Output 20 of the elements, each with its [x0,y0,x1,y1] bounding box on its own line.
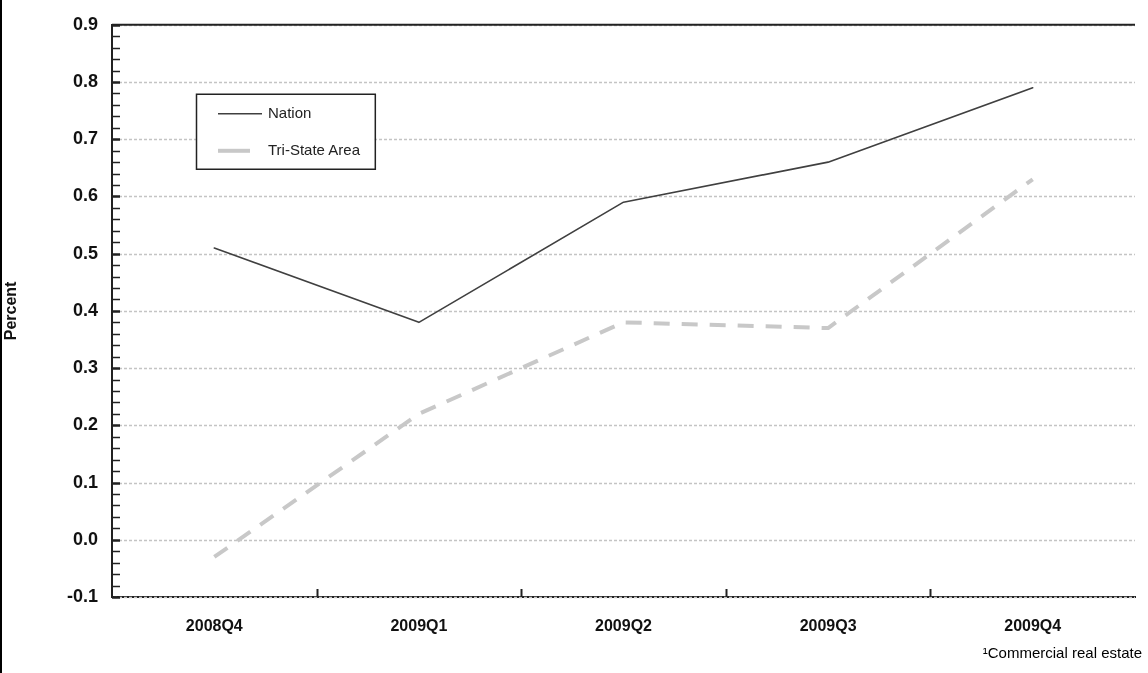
x-tick-label: 2009Q3 [799,617,857,635]
y-tick-label: 0.0 [72,528,98,549]
legend-label: Tri-State Area [268,140,361,158]
y-tick-label: 0.5 [72,242,98,263]
text: ¹Commercial real estate [982,644,1142,661]
x-tick-label: 2009Q4 [1004,617,1062,635]
y-tick-label: -0.1 [66,585,98,606]
y-axis-title: Percent [2,280,20,341]
legend-label: Nation [268,103,312,121]
y-tick-label: 0.8 [72,70,98,91]
y-tick-label: 0.6 [72,185,98,206]
y-tick-label: 0.3 [72,357,98,378]
x-tick-label: 2009Q1 [390,617,448,635]
y-tick-label: 0.1 [72,471,98,492]
y-tick-label: 0.9 [72,13,98,34]
y-tick-label: 0.4 [72,299,98,320]
x-tick-label: 2008Q4 [185,617,243,635]
y-tick-label: 0.7 [72,128,98,149]
y-tick-label: 0.2 [72,414,98,435]
x-tick-label: 2009Q2 [595,617,653,635]
